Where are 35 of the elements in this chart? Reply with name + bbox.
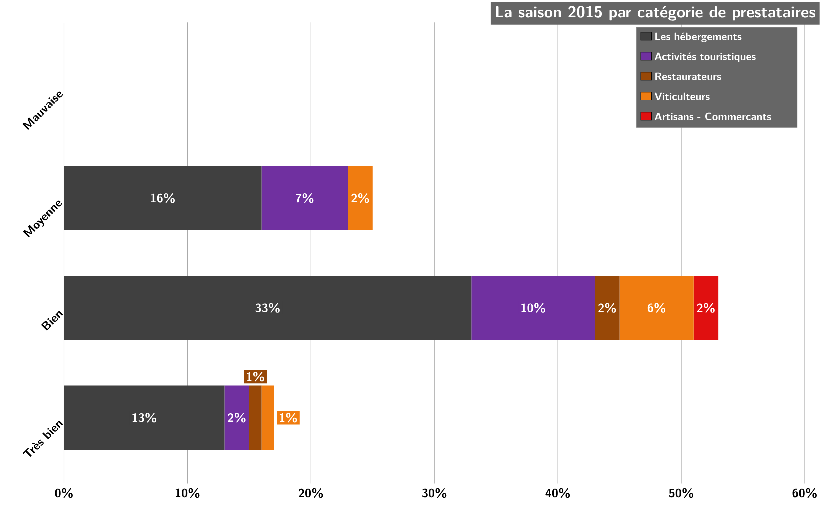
data-label: 2% xyxy=(228,413,246,423)
x-tick-label: 10% xyxy=(176,488,200,498)
data-label: 2% xyxy=(697,303,715,314)
data-label: 1% xyxy=(280,413,298,423)
data-label: 2% xyxy=(352,194,370,204)
data-label: 1% xyxy=(247,372,264,382)
x-tick-label: 0% xyxy=(55,488,73,498)
x-tick-label: 50% xyxy=(669,488,694,498)
y-tick-label: Très bien xyxy=(22,421,64,458)
x-tick-label: 60% xyxy=(792,488,817,498)
y-tick-label: Bien xyxy=(41,312,64,331)
data-label: 6% xyxy=(648,303,666,314)
data-label: 16% xyxy=(151,194,175,204)
bar xyxy=(64,276,472,340)
x-tick-label: 20% xyxy=(298,488,324,498)
data-label: 10% xyxy=(522,303,546,314)
legend-label: Artisans - Commercants xyxy=(655,112,772,121)
legend-label: Activités touristiques xyxy=(655,52,756,62)
data-label: 13% xyxy=(132,413,156,423)
x-tick-label: 30% xyxy=(422,488,447,498)
bar xyxy=(262,386,274,450)
chart-title: La saison 2015 par catégorie de prestataires xyxy=(496,6,816,21)
legend-label: Viticulteurs xyxy=(654,92,710,100)
data-label: 33% xyxy=(256,303,280,314)
bar xyxy=(64,386,225,450)
bar xyxy=(472,276,596,340)
data-label: 7% xyxy=(296,194,314,204)
bar xyxy=(64,166,262,231)
bar xyxy=(249,386,262,450)
bar xyxy=(262,166,348,231)
data-label: 2% xyxy=(598,303,616,314)
bar xyxy=(620,276,694,340)
legend-label: Restaurateurs xyxy=(656,72,722,80)
legend-label: Les hébergements xyxy=(656,32,742,43)
x-tick-label: 40% xyxy=(546,488,570,498)
